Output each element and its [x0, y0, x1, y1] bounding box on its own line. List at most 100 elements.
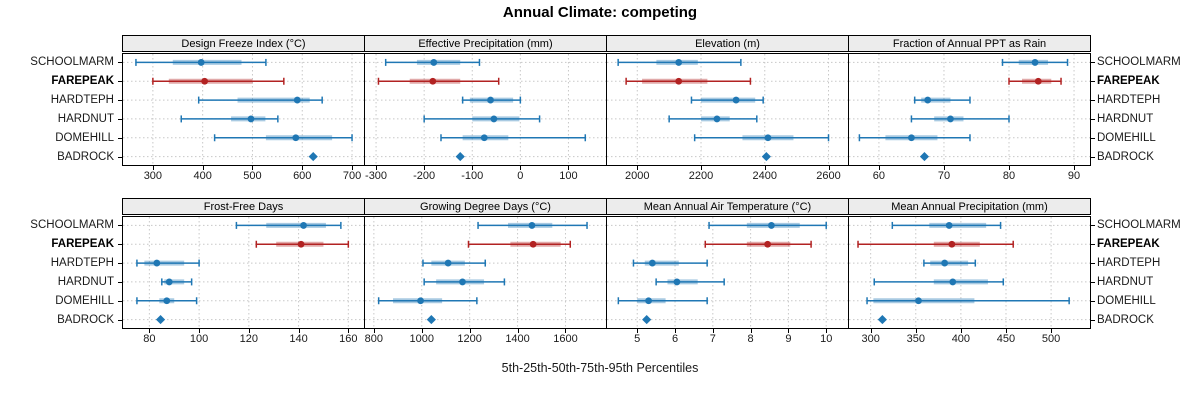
x-tick-mark [348, 329, 350, 333]
x-tick-mark [870, 329, 872, 333]
station-tick-mark [1091, 281, 1095, 283]
x-tick-label: 600 [293, 170, 312, 182]
percentile-bar-domehill [213, 134, 353, 142]
station-label-right: SCHOOLMARM [1097, 219, 1181, 232]
x-tick-mark [199, 329, 201, 333]
panel-strip-title: Design Freeze Index (°C) [181, 37, 306, 50]
station-tick-mark [1091, 100, 1095, 102]
station-tick-mark [118, 137, 122, 139]
station-tick-mark [1091, 244, 1095, 246]
panel-strip: Growing Degree Days (°C) [364, 198, 607, 215]
x-tick-label: 8 [747, 333, 754, 345]
x-tick-mark [302, 166, 304, 170]
station-label-left: HARDTEPH [50, 94, 114, 107]
x-tick-mark [149, 329, 151, 333]
percentile-bar-hardteph [197, 96, 323, 104]
station-label-right: BADROCK [1097, 313, 1154, 326]
percentile-bar-farepeak [255, 240, 350, 248]
panel-strip: Mean Annual Air Temperature (°C) [606, 198, 849, 215]
x-tick-label: 60 [872, 170, 886, 182]
station-tick-mark [118, 100, 122, 102]
x-tick-mark [637, 166, 639, 170]
percentile-bar-domehill [377, 297, 478, 305]
panel-strip: Design Freeze Index (°C) [122, 35, 365, 52]
x-tick-mark [376, 166, 378, 170]
percentile-bar-domehill [440, 134, 587, 142]
panel-fraction-of-annual-ppt-as-rain [848, 53, 1091, 166]
station-label-left: BADROCK [57, 150, 114, 163]
station-label-left: HARDTEPH [50, 257, 114, 270]
panel-strip: Effective Precipitation (mm) [364, 35, 607, 52]
panel-strip-title: Growing Degree Days (°C) [420, 200, 551, 213]
station-label-left: FAREPEAK [51, 238, 114, 251]
percentile-bar-hardnut [873, 278, 1005, 286]
x-tick-mark [1074, 166, 1076, 170]
panel-strip-title: Fraction of Annual PPT as Rain [892, 37, 1047, 50]
station-label-right: HARDNUT [1097, 275, 1154, 288]
percentile-bar-hardnut [668, 115, 758, 123]
station-tick-mark [1091, 319, 1095, 321]
x-tick-mark [788, 329, 790, 333]
panel-design-freeze-index-c [122, 53, 365, 166]
panel-effective-precipitation-mm [364, 53, 607, 166]
x-tick-mark [960, 329, 962, 333]
x-tick-label: 800 [364, 333, 384, 345]
station-tick-mark [118, 81, 122, 83]
x-tick-mark [469, 329, 471, 333]
station-tick-mark [118, 62, 122, 64]
station-label-right: HARDNUT [1097, 112, 1154, 125]
x-tick-mark [202, 166, 204, 170]
x-tick-label: 10 [820, 333, 833, 345]
x-axis-label: 5th-25th-50th-75th-95th Percentiles [501, 361, 699, 375]
x-tick-label: 400 [193, 170, 212, 182]
x-tick-mark [712, 329, 714, 333]
x-tick-label: 1600 [553, 333, 578, 345]
x-tick-label: 100 [189, 333, 209, 345]
x-tick-label: 80 [143, 333, 156, 345]
x-tick-label: 500 [243, 170, 262, 182]
station-tick-mark [118, 225, 122, 227]
x-tick-label: 160 [339, 333, 358, 345]
station-label-left: BADROCK [57, 313, 114, 326]
x-tick-mark [1051, 329, 1053, 333]
station-label-left: DOMEHILL [55, 294, 114, 307]
panel-mean-annual-air-temperature-c [606, 216, 849, 329]
percentile-bar-hardnut [161, 278, 193, 286]
percentile-bar-schoolmarm [891, 221, 1002, 229]
x-tick-mark [764, 166, 766, 170]
percentile-bar-badrock [308, 151, 318, 162]
station-label-right: HARDTEPH [1097, 257, 1161, 270]
x-tick-mark [828, 166, 830, 170]
percentile-bar-farepeak [625, 77, 752, 85]
percentile-bar-hardteph [913, 96, 971, 104]
chart-title: Annual Climate: competing [502, 4, 698, 21]
station-tick-mark [1091, 263, 1095, 265]
x-tick-label: -200 [413, 170, 436, 182]
station-tick-mark [118, 244, 122, 246]
station-tick-mark [118, 300, 122, 302]
percentile-bar-hardteph [632, 259, 708, 267]
percentile-bar-domehill [858, 134, 971, 142]
x-tick-mark [826, 329, 828, 333]
station-label-right: FAREPEAK [1097, 238, 1160, 251]
panel-mean-annual-precipitation-mm [848, 216, 1091, 329]
panel-strip-title: Elevation (m) [695, 37, 760, 50]
x-tick-label: 300 [143, 170, 163, 182]
x-tick-mark [520, 166, 522, 170]
x-tick-mark [373, 329, 375, 333]
x-tick-label: -100 [461, 170, 484, 182]
panel-strip: Frost-Free Days [122, 198, 365, 215]
station-label-right: DOMEHILL [1097, 294, 1156, 307]
station-tick-mark [118, 156, 122, 158]
percentile-bar-farepeak [467, 240, 572, 248]
x-tick-label: 1400 [505, 333, 530, 345]
percentile-bar-hardnut [180, 115, 279, 123]
x-tick-label: 500 [1041, 333, 1061, 345]
percentile-bar-hardteph [923, 259, 977, 267]
x-tick-mark [152, 166, 154, 170]
station-tick-mark [1091, 62, 1095, 64]
station-label-left: DOMEHILL [55, 131, 114, 144]
x-tick-mark [252, 166, 254, 170]
percentile-bar-hardteph [136, 259, 200, 267]
